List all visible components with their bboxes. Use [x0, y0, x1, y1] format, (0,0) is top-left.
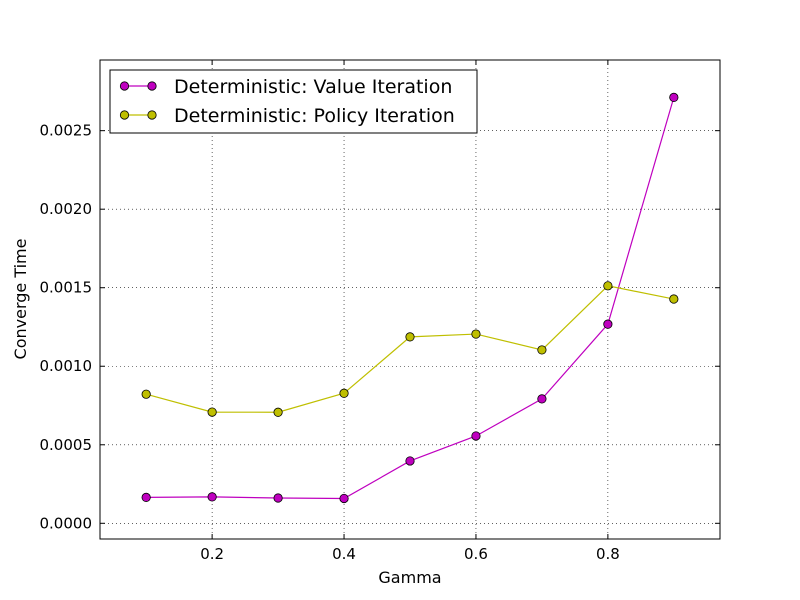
data-point	[405, 456, 415, 466]
data-point	[273, 493, 283, 503]
legend-entry: Deterministic: Value Iteration	[119, 76, 452, 98]
y-tick-label: 0.0015	[40, 279, 93, 297]
data-point	[471, 329, 481, 339]
y-tick-label: 0.0010	[40, 357, 93, 375]
x-tick-label: 0.6	[464, 545, 488, 563]
data-point	[207, 492, 217, 502]
series-1	[141, 92, 679, 504]
legend-label: Deterministic: Value Iteration	[174, 76, 452, 98]
legend: Deterministic: Value Iteration Determinis…	[109, 69, 478, 134]
y-tick-label: 0.0005	[40, 436, 93, 454]
series-2	[141, 281, 679, 417]
legend-entry: Deterministic: Policy Iteration	[119, 105, 455, 127]
legend-label: Deterministic: Policy Iteration	[174, 105, 455, 127]
y-tick-label: 0.0000	[40, 514, 93, 532]
data-point	[603, 281, 613, 291]
data-point	[339, 388, 349, 398]
ticks: 0.2 0.4 0.6 0.8 0.0000 0.0005 0.0010 0.0015 0.00…	[40, 60, 720, 563]
plot-frame	[99, 59, 721, 540]
data-point	[207, 407, 217, 417]
data-point	[537, 345, 547, 355]
data-point	[669, 92, 679, 102]
x-tick-label: 0.4	[332, 545, 356, 563]
series-layer	[141, 92, 679, 504]
data-point	[273, 407, 283, 417]
data-point	[471, 431, 481, 441]
data-point	[603, 319, 613, 329]
data-point	[141, 492, 151, 502]
y-axis-label: Converge Time	[11, 239, 30, 360]
y-tick-label: 0.0025	[40, 122, 93, 140]
data-point	[141, 389, 151, 399]
x-tick-label: 0.2	[200, 545, 224, 563]
legend-marker	[119, 81, 130, 91]
legend-marker	[147, 81, 157, 91]
data-point	[405, 332, 415, 342]
data-point	[669, 294, 679, 304]
legend-frame	[109, 69, 478, 134]
data-point	[537, 394, 547, 404]
legend-marker	[119, 110, 130, 120]
x-tick-label: 0.8	[596, 545, 620, 563]
data-point	[339, 493, 349, 504]
legend-marker	[147, 110, 157, 120]
y-tick-label: 0.0020	[40, 200, 93, 218]
x-axis-label: Gamma	[378, 568, 441, 587]
